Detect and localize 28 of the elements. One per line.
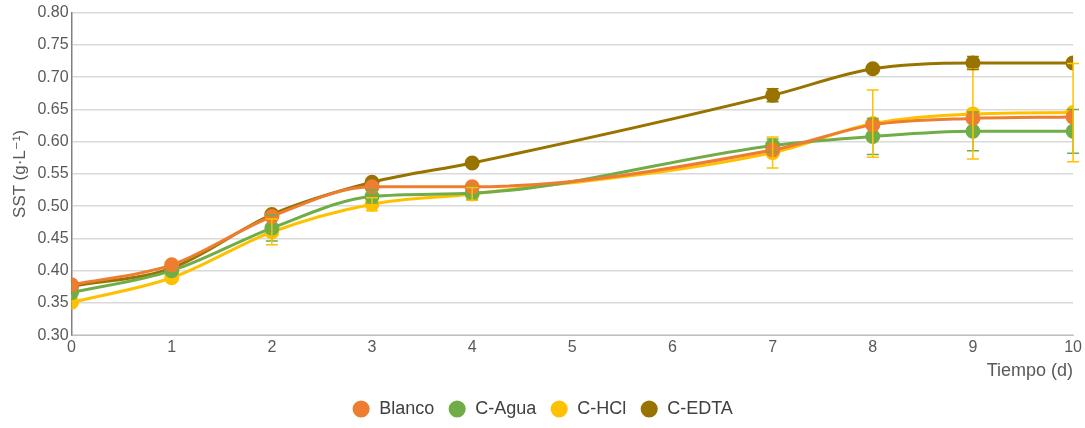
x-tick-label: 7 <box>768 338 778 356</box>
y-tick-label: 0.80 <box>37 3 69 21</box>
x-tick-label: 6 <box>668 338 678 356</box>
x-tick-label: 2 <box>267 338 277 356</box>
x-tick-label: 9 <box>968 338 978 356</box>
y-tick-label: 0.40 <box>37 261 69 279</box>
x-tick-label: 0 <box>67 338 77 356</box>
x-tick-label: 8 <box>868 338 878 356</box>
y-tick-label: 0.70 <box>37 67 69 85</box>
legend-label: C-Agua <box>475 397 538 418</box>
y-axis-title: SST (g·L⁻¹) <box>9 129 29 218</box>
x-tick-label: 1 <box>167 338 177 356</box>
y-tick-label: 0.60 <box>37 132 69 150</box>
y-tick-label: 0.45 <box>37 228 69 246</box>
y-tick-label: 0.65 <box>37 99 69 117</box>
y-tick-label: 0.75 <box>37 35 69 53</box>
y-tick-label: 0.50 <box>37 196 69 214</box>
x-tick-label: 4 <box>467 338 477 356</box>
y-tick-label: 0.35 <box>37 293 69 311</box>
legend-label: C-HCl <box>577 397 627 418</box>
x-tick-label: 3 <box>367 338 377 356</box>
x-axis-title: Tiempo (d) <box>986 360 1074 381</box>
legend-label: Blanco <box>379 397 435 418</box>
y-tick-label: 0.55 <box>37 164 69 182</box>
x-tick-label: 10 <box>1064 338 1083 356</box>
x-tick-label: 5 <box>567 338 577 356</box>
y-tick-label: 0.30 <box>37 325 69 343</box>
legend-label: C-EDTA <box>667 397 733 418</box>
